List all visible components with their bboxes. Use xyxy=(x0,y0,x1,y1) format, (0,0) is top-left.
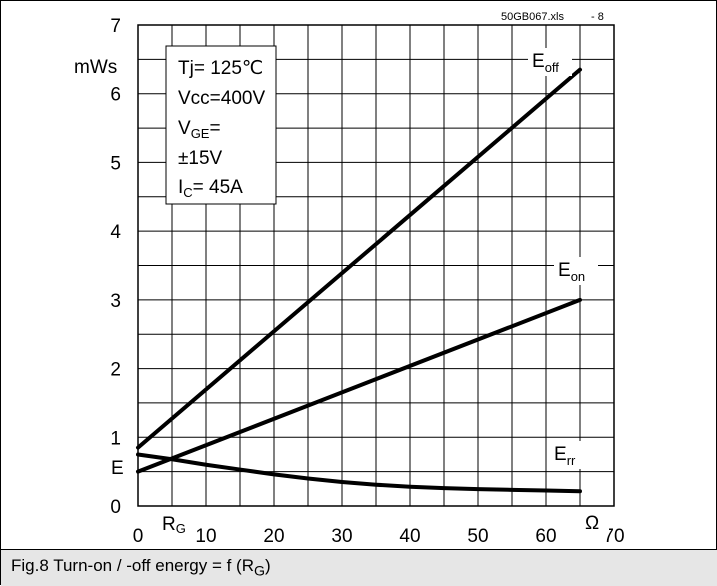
cond-vcc: Vcc=400V xyxy=(178,88,265,109)
y-tick-label: 3 xyxy=(110,291,121,312)
plot-border xyxy=(137,24,615,507)
x-tick-labels: 0 10 20 30 40 50 60 70 xyxy=(133,526,625,547)
source-tag: 50GB067.xls xyxy=(501,11,564,23)
y-tick-label: 4 xyxy=(110,222,121,243)
caption-main: Fig.8 Turn-on / -off energy = f (R xyxy=(11,556,254,575)
source-tag-bg xyxy=(496,6,613,24)
series-line-on xyxy=(136,297,582,474)
y-unit-label: mWs xyxy=(74,57,117,78)
y-tick-label: 0 xyxy=(110,497,121,518)
cond-tj: Tj= 125℃ xyxy=(178,58,263,79)
x-tick-label: 40 xyxy=(399,526,420,547)
x-symbol-label: RG xyxy=(162,514,186,536)
y-tick-label: 7 xyxy=(110,16,121,37)
x-tick-label: 10 xyxy=(195,526,216,547)
series-label-eoff: Eoff xyxy=(532,51,559,75)
series-label-eon: Eon xyxy=(558,260,585,284)
series-label-err: Err xyxy=(554,444,576,468)
y-symbol-label: E xyxy=(111,458,124,479)
x-tick-label: 20 xyxy=(263,526,284,547)
series-line-off xyxy=(136,67,582,450)
x-tick-label: 70 xyxy=(603,526,624,547)
y-tick-label: 1 xyxy=(110,428,121,449)
x-tick-label: 30 xyxy=(331,526,352,547)
x-unit-bg xyxy=(581,510,609,530)
y-tick-label: 5 xyxy=(110,153,121,174)
energy-chart: 0 1 2 3 4 5 6 7 0 10 20 30 40 50 60 70 50GB067.xls - 8… xyxy=(74,6,625,547)
cond-ic: IC= 45A xyxy=(178,177,243,200)
x-tick-label: 0 xyxy=(133,526,144,547)
label-eoff-bg xyxy=(528,48,572,76)
label-err-bg xyxy=(551,441,589,469)
x-tick-label: 60 xyxy=(535,526,556,547)
cond-vge-value: ±15V xyxy=(178,148,223,169)
y-tick-labels: 0 1 2 3 4 5 6 7 xyxy=(110,16,121,518)
caption-bar: Fig.8 Turn-on / -off energy = f (RG) xyxy=(1,549,717,586)
figure-caption: Fig.8 Turn-on / -off energy = f (RG) xyxy=(11,556,271,579)
y-tick-label: 6 xyxy=(110,85,121,106)
x-symbol-bg xyxy=(159,512,195,538)
caption-sub: G xyxy=(254,563,266,580)
x-tick-label: 50 xyxy=(467,526,488,547)
conditions-box xyxy=(165,45,277,205)
y-tick-label: 2 xyxy=(110,360,121,381)
fig-number: - 8 xyxy=(591,11,604,23)
x-unit-label: Ω xyxy=(585,513,599,534)
cond-vge: VGE= xyxy=(178,118,221,141)
series-line-rr xyxy=(136,452,582,494)
series-lines xyxy=(136,67,582,494)
label-eon-bg xyxy=(554,257,598,285)
caption-tail: ) xyxy=(265,556,271,575)
